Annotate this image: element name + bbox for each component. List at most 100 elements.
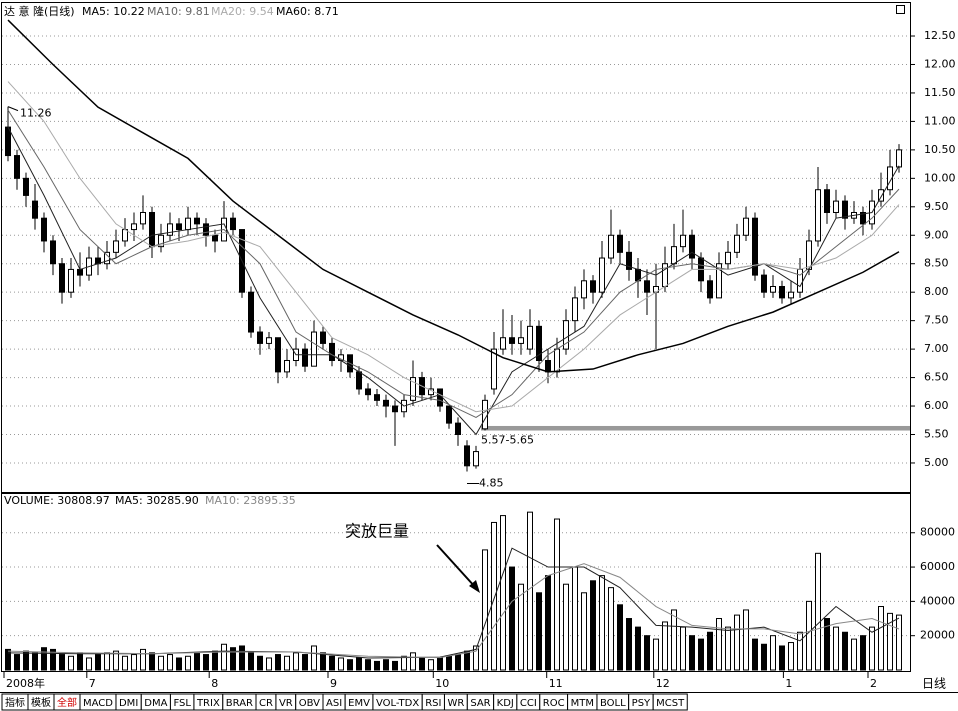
candle-body xyxy=(518,337,524,344)
toolbar-tab-label: BOLL xyxy=(600,698,626,709)
toolbar-tab-label: PSY xyxy=(632,698,651,709)
candle-body xyxy=(761,274,767,293)
toolbar-tab[interactable] xyxy=(652,693,688,711)
candle-body xyxy=(464,445,470,467)
y-tick-label: 9.50 xyxy=(924,200,949,213)
toolbar-tab-group: CR xyxy=(255,693,277,711)
volume-bar xyxy=(815,552,821,671)
volume-bar xyxy=(230,647,236,671)
toolbar-tab-label: BRAR xyxy=(226,698,253,709)
candle-body xyxy=(770,285,776,293)
toolbar-tab-group: DMA xyxy=(140,693,171,711)
candle-body xyxy=(509,337,515,344)
volume-bar xyxy=(131,654,137,671)
toolbar-tab-label: SAR xyxy=(470,698,490,709)
ma-line xyxy=(7,81,900,413)
candle-body xyxy=(842,200,848,219)
volume-bar xyxy=(446,655,452,671)
band-annotation: 5.57-5.65 xyxy=(481,434,534,447)
toolbar-tab-label: CR xyxy=(259,698,273,709)
candle-body xyxy=(590,280,596,293)
candle-body xyxy=(302,348,308,367)
candle-body xyxy=(608,234,614,259)
x-tick-label: 9 xyxy=(330,677,337,690)
volume-bar xyxy=(203,654,209,671)
candle-body xyxy=(671,246,677,265)
volume-bar xyxy=(608,587,614,671)
volume-bar xyxy=(473,645,479,671)
toolbar-tab-label: RSI xyxy=(425,698,441,709)
volume-bar xyxy=(347,659,353,671)
volume-bar xyxy=(428,659,434,671)
candle-body xyxy=(788,291,794,299)
volume-bar xyxy=(158,655,164,671)
toolbar-tab-group: RSI xyxy=(421,693,445,711)
y-tick-label: 7.00 xyxy=(924,342,949,355)
candle-body xyxy=(707,280,713,299)
toolbar-tab-label: FSL xyxy=(173,698,191,709)
volume-panel-frame xyxy=(1,493,911,672)
volume-bar xyxy=(122,655,128,671)
candle-body xyxy=(635,268,641,282)
panel-button[interactable] xyxy=(896,5,905,14)
candle-body xyxy=(284,359,290,373)
candle-body xyxy=(59,263,65,293)
volume-bar xyxy=(113,650,119,671)
volume-bar xyxy=(437,657,443,671)
volume-bar xyxy=(635,626,641,671)
volume-bar xyxy=(698,638,704,671)
volume-bar xyxy=(86,657,92,671)
volume-bar xyxy=(887,612,893,671)
volume-bar xyxy=(509,566,515,671)
toolbar-tab-label: MTM xyxy=(571,698,594,709)
toolbar-tab-label: CCI xyxy=(520,698,537,709)
y-tick-label: 12.50 xyxy=(924,29,956,42)
volume-bar xyxy=(734,614,740,671)
toolbar-tab-group: 指标 xyxy=(1,693,29,711)
y-tick-label: 11.00 xyxy=(924,114,956,127)
volume-bar xyxy=(662,621,668,671)
toolbar-tab-label: VOL-TDX xyxy=(376,698,419,709)
candle-body xyxy=(797,268,803,293)
candle-body xyxy=(662,263,668,287)
toolbar-tab-group: DMI xyxy=(115,693,142,711)
x-tick-label: 10 xyxy=(435,677,449,690)
y-tick-label: 5.50 xyxy=(924,428,949,441)
toolbar-tab-label: 指标 xyxy=(5,696,25,709)
volume-bar xyxy=(581,592,587,671)
candle-body xyxy=(383,399,389,407)
candle-body xyxy=(50,240,56,265)
volume-bar xyxy=(761,643,767,671)
toolbar-tab-group: VR xyxy=(275,693,297,711)
y-tick-label: 12.00 xyxy=(924,57,956,70)
volume-bar xyxy=(518,583,524,671)
candle-body xyxy=(23,177,29,196)
candle-body xyxy=(41,217,47,242)
candle-body xyxy=(815,189,821,242)
candle-body xyxy=(563,320,569,350)
volume-bar xyxy=(77,652,83,671)
volume-bar xyxy=(707,631,713,671)
ma-line xyxy=(7,563,900,659)
volume-bar xyxy=(752,638,758,671)
candle-body xyxy=(365,388,371,396)
volume-bar xyxy=(860,635,866,671)
candle-body xyxy=(68,268,74,293)
volume-bar xyxy=(491,521,497,671)
candle-body xyxy=(230,217,236,231)
volume-bar xyxy=(248,652,254,671)
candle-body xyxy=(833,200,839,213)
annotation-arrow xyxy=(436,544,477,589)
volume-bar xyxy=(626,618,632,671)
y-tick-label: 9.00 xyxy=(924,228,949,241)
volume-bar xyxy=(149,652,155,671)
volume-bar xyxy=(266,657,272,671)
candle-body xyxy=(437,388,443,407)
candle-body xyxy=(572,297,578,322)
volume-ma5-label: MA5: 30285.90 xyxy=(115,494,199,507)
volume-bar xyxy=(500,515,506,671)
y-tick-label: 6.50 xyxy=(924,371,949,384)
toolbar-tab-group: BOLL xyxy=(596,693,630,711)
toolbar-tab-label: ROC xyxy=(543,698,565,709)
toolbar-tab-group: BRAR xyxy=(222,693,257,711)
